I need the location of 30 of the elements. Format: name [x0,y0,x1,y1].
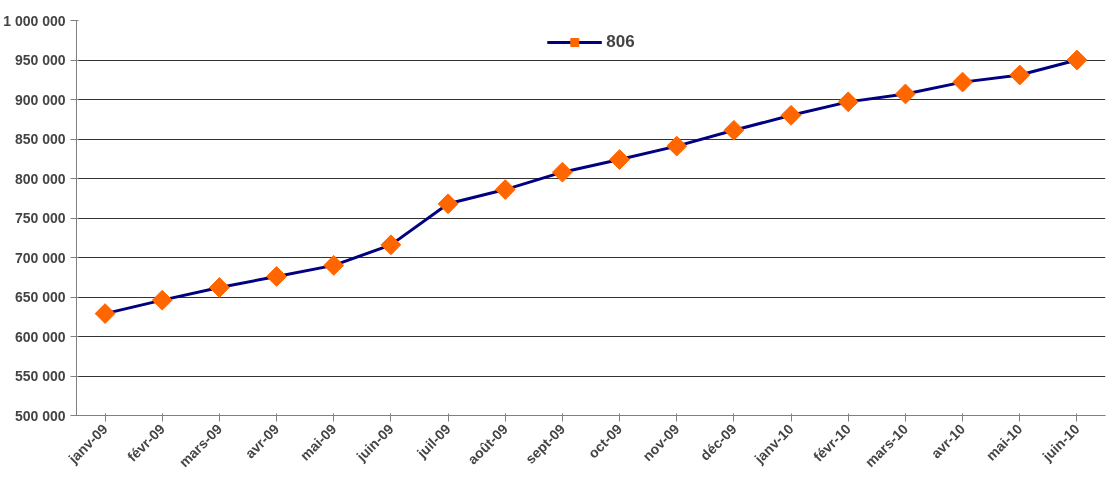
point [437,193,459,215]
y-tick-label: 850 000 [14,131,66,147]
point [1066,49,1088,71]
point [151,289,173,311]
y-tick-label: 750 000 [14,210,66,226]
y-tick-label: 800 000 [14,170,66,187]
point [266,266,287,287]
y-tick-label: 600 000 [14,328,66,345]
legend-label: 806 [606,32,635,52]
point [837,91,859,113]
point [94,303,116,324]
y-tick-label: 550 000 [14,368,66,384]
point [723,119,745,141]
point [494,179,516,200]
point [552,161,573,183]
point [780,104,802,126]
point [666,135,688,157]
point [609,149,630,170]
y-tick-label: 900 000 [14,91,66,108]
point [323,255,345,276]
y-tick-label: 650 000 [14,289,66,305]
point [380,234,402,256]
point [952,71,973,93]
y-tick-label: 950 000 [14,52,66,68]
point [1009,64,1031,86]
point [895,83,916,105]
point [209,277,230,298]
y-tick-label: 500 000 [14,407,66,424]
y-tick-label: 1 000 000 [3,12,66,29]
y-tick-label: 700 000 [14,249,66,266]
